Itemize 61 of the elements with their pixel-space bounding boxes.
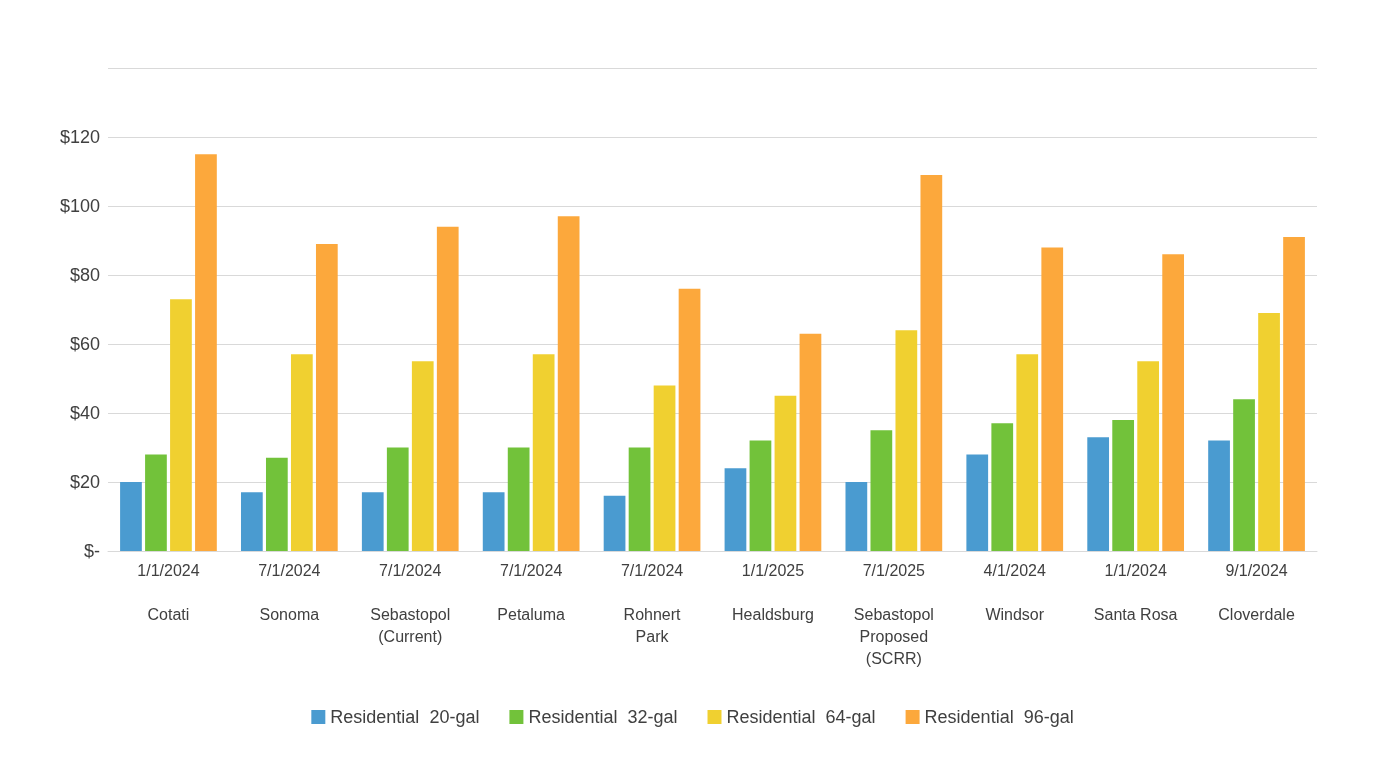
bar bbox=[240, 492, 263, 551]
bar bbox=[774, 395, 797, 551]
bar bbox=[265, 457, 288, 551]
bar bbox=[290, 354, 313, 551]
bar bbox=[966, 454, 989, 551]
y-tick-label: $20 bbox=[69, 472, 100, 492]
bar bbox=[482, 492, 505, 551]
bar bbox=[724, 468, 747, 551]
legend-label: Residential 32-gal bbox=[528, 707, 678, 727]
bar bbox=[991, 423, 1014, 551]
y-tick-label: $80 bbox=[69, 265, 100, 285]
bar bbox=[1041, 247, 1064, 551]
bar bbox=[920, 174, 943, 551]
bar bbox=[1087, 437, 1110, 551]
bar bbox=[386, 447, 409, 551]
y-tick-label: $- bbox=[83, 541, 100, 561]
bar bbox=[1112, 419, 1135, 551]
bar bbox=[361, 492, 384, 551]
y-tick-label: $120 bbox=[59, 127, 100, 147]
bar bbox=[120, 482, 142, 551]
category-label: 1/1/2024 Santa Rosa bbox=[1093, 561, 1178, 623]
y-tick-label: $40 bbox=[69, 403, 100, 423]
category-label: 1/1/2024 Cotati bbox=[137, 561, 200, 623]
bar bbox=[870, 430, 893, 551]
bar bbox=[195, 154, 217, 551]
bar bbox=[749, 440, 772, 551]
bar bbox=[557, 216, 580, 551]
category-label: 4/1/2024 Windsor bbox=[983, 561, 1046, 623]
bar bbox=[1208, 440, 1230, 551]
bar bbox=[678, 288, 701, 551]
bar bbox=[603, 495, 626, 551]
bar bbox=[1162, 254, 1185, 551]
bar bbox=[411, 361, 434, 551]
legend-label: Residential 96-gal bbox=[924, 707, 1074, 727]
bar bbox=[1283, 237, 1305, 551]
category-label: 7/1/2024 Petaluma bbox=[497, 561, 565, 623]
bar bbox=[895, 330, 918, 551]
bar bbox=[436, 226, 459, 551]
category-label: 7/1/2024 Sebastopol (Current) bbox=[370, 561, 451, 645]
bar bbox=[653, 385, 676, 551]
category-label: 9/1/2024 Cloverdale bbox=[1218, 561, 1295, 623]
legend-label: Residential 64-gal bbox=[726, 707, 876, 727]
bar bbox=[315, 243, 338, 551]
bar bbox=[507, 447, 530, 551]
bar bbox=[170, 299, 192, 551]
category-label: 1/1/2025 Healdsburg bbox=[732, 561, 814, 623]
y-tick-label: $60 bbox=[69, 334, 100, 354]
category-label: 7/1/2024 Sonoma bbox=[258, 561, 321, 623]
y-tick-label: $100 bbox=[59, 196, 100, 216]
bar bbox=[1137, 361, 1160, 551]
bar bbox=[845, 482, 868, 551]
category-label: 7/1/2024 Rohnert Park bbox=[620, 561, 684, 645]
legend-label: Residential 20-gal bbox=[330, 707, 480, 727]
bar bbox=[532, 354, 555, 551]
bar bbox=[1233, 399, 1255, 551]
bar bbox=[1016, 354, 1039, 551]
bar bbox=[145, 454, 167, 551]
bar bbox=[628, 447, 651, 551]
category-label: 7/1/2025 Sebastopol Proposed (SCRR) bbox=[853, 561, 934, 667]
bar bbox=[1258, 312, 1280, 551]
bar bbox=[799, 333, 822, 551]
